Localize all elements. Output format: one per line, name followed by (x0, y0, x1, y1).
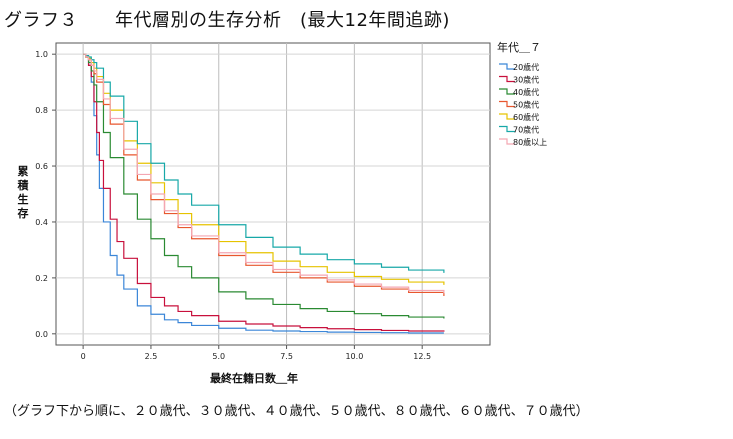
chart-title: グラフ３ 年代層別の生存分析 (最大12年間追跡) (4, 10, 450, 31)
series-line-7 (83, 53, 445, 294)
legend-swatch (499, 75, 515, 83)
legend-title: 年代＿７ (497, 40, 541, 54)
legend-swatch (499, 88, 515, 95)
y-tick-label: 0.6 (35, 162, 48, 171)
y-axis-label: 累積生存 (17, 165, 29, 220)
legend-swatch (499, 100, 515, 108)
legend-label: 50歳代 (513, 100, 539, 110)
x-axis-label: 最終在籍日数＿年 (210, 372, 298, 385)
legend-label: 70歳代 (513, 125, 539, 135)
legend-swatch (499, 63, 515, 70)
legend-label: 30歳代 (513, 75, 539, 85)
x-tick-label: 12.5 (413, 352, 431, 361)
y-tick-label: 0.0 (35, 330, 48, 339)
legend-label: 80歳以上 (513, 137, 547, 147)
x-tick-label: 2.5 (145, 352, 158, 361)
y-tick-label: 0.2 (35, 274, 48, 283)
legend-label: 40歳代 (513, 87, 539, 97)
series-line-1 (83, 53, 444, 334)
figure-caption: （グラフ下から順に、２０歳代、３０歳代、４０歳代、５０歳代、８０歳代、６０歳代、… (4, 404, 589, 419)
y-tick-label: 1.0 (35, 50, 48, 59)
series-line-2 (83, 53, 445, 332)
legend-label: 20歳代 (513, 62, 539, 72)
x-tick-label: 5.0 (212, 352, 225, 361)
x-tick-label: 0 (81, 352, 86, 361)
series-line-6 (83, 53, 445, 273)
y-tick-label: 0.4 (35, 218, 48, 227)
legend-swatch (499, 138, 515, 145)
x-tick-label: 7.5 (280, 352, 293, 361)
y-tick-label: 0.8 (35, 106, 48, 115)
legend-swatch (499, 113, 515, 120)
legend-swatch (499, 125, 515, 133)
x-tick-label: 10.0 (345, 352, 363, 361)
legend-label: 60歳代 (513, 112, 539, 122)
series-line-3 (83, 53, 445, 319)
